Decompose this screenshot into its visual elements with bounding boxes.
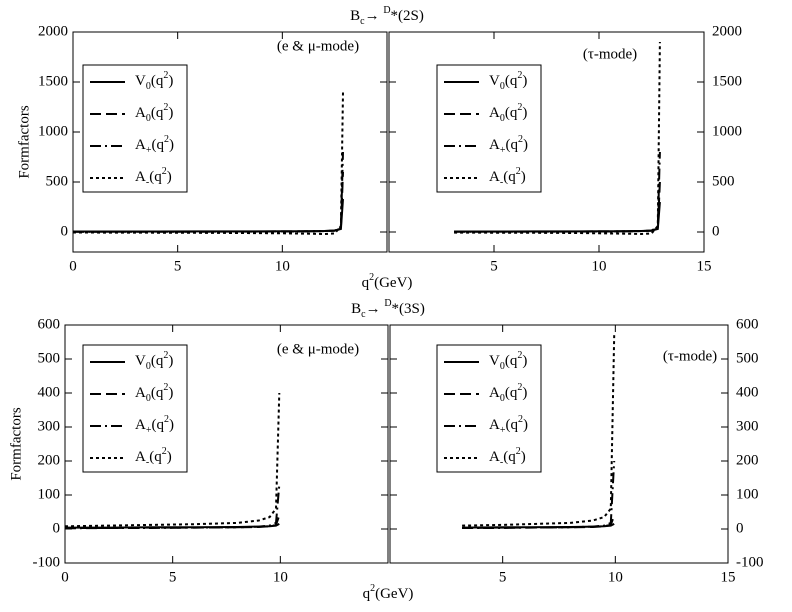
y-tick-label: 0 — [736, 520, 744, 536]
y-tick-label: 1500 — [38, 73, 68, 89]
series-line — [72, 91, 344, 236]
x-tick-label: 10 — [273, 569, 288, 585]
y-tick-label: 400 — [736, 384, 759, 400]
legend-label: V0(q2) — [489, 70, 527, 92]
y-tick-label: 500 — [38, 350, 61, 366]
y-tick-label: 500 — [712, 173, 735, 189]
legend-box — [82, 344, 188, 473]
series-line — [454, 181, 661, 233]
legend-box — [436, 344, 542, 473]
legend-box — [436, 64, 542, 193]
y-tick-label: 400 — [38, 384, 61, 400]
series-group — [64, 392, 281, 530]
series-line — [64, 484, 281, 530]
plot-frame — [389, 324, 729, 564]
legend-label: V0(q2) — [489, 350, 527, 372]
x-axis-label: q2(GeV) — [363, 583, 414, 602]
annotation: (τ-mode) — [583, 46, 637, 62]
legend-label: A-(q2) — [135, 446, 172, 468]
y-tick-label: 0 — [61, 223, 69, 239]
y-tick-label: 1000 — [712, 123, 742, 139]
legend-label: V0(q2) — [135, 350, 173, 372]
x-tick-label: 0 — [69, 258, 77, 274]
plot-frame — [388, 31, 705, 253]
series-line — [454, 151, 661, 233]
x-tick-label: 10 — [608, 569, 623, 585]
legend-label: A0(q2) — [489, 382, 527, 404]
y-tick-label: 1500 — [712, 73, 742, 89]
y-tick-label: -100 — [33, 554, 61, 570]
x-tick-label: 0 — [61, 569, 69, 585]
series-line — [462, 460, 616, 529]
legend-label: A+(q2) — [489, 414, 528, 436]
y-tick-label: 600 — [736, 316, 759, 332]
y-tick-label: 2000 — [38, 23, 68, 39]
x-tick-label: 5 — [499, 569, 507, 585]
x-tick-label: 15 — [697, 258, 712, 274]
legend-label: A+(q2) — [489, 134, 528, 156]
chart-title: Bc→ D*(3S) — [351, 298, 425, 320]
x-tick-label: 5 — [174, 258, 182, 274]
y-tick-label: 0 — [53, 520, 61, 536]
y-tick-label: 0 — [712, 223, 720, 239]
annotation: (e & μ-mode) — [277, 341, 359, 357]
legend-label: V0(q2) — [135, 70, 173, 92]
series-line — [454, 41, 661, 236]
y-tick-label: 200 — [38, 452, 61, 468]
y-tick-label: 100 — [38, 486, 61, 502]
y-axis-label: Formfactors — [8, 407, 24, 480]
x-tick-label: 5 — [169, 569, 177, 585]
y-tick-label: 2000 — [712, 23, 742, 39]
y-tick-label: 300 — [736, 418, 759, 434]
annotation: (τ-mode) — [663, 348, 717, 364]
series-line — [462, 515, 616, 529]
legend-label: A-(q2) — [489, 446, 526, 468]
y-tick-label: -100 — [736, 554, 764, 570]
y-axis-label: Formfactors — [16, 105, 32, 178]
series-group — [72, 91, 344, 236]
legend-label: A0(q2) — [489, 102, 527, 124]
series-line — [454, 201, 661, 233]
legend-label: A0(q2) — [135, 102, 173, 124]
y-tick-label: 500 — [736, 350, 759, 366]
series-line — [64, 392, 281, 528]
y-tick-label: 200 — [736, 452, 759, 468]
legend-box — [82, 64, 188, 193]
series-group — [454, 41, 661, 236]
x-tick-label: 10 — [592, 258, 607, 274]
y-tick-label: 1000 — [38, 123, 68, 139]
y-tick-label: 600 — [38, 316, 61, 332]
annotation: (e & μ-mode) — [277, 38, 359, 54]
legend-label: A+(q2) — [135, 134, 174, 156]
y-tick-label: 100 — [736, 486, 759, 502]
y-tick-label: 300 — [38, 418, 61, 434]
legend-label: A+(q2) — [135, 414, 174, 436]
series-line — [462, 335, 616, 527]
x-axis-label: q2(GeV) — [362, 272, 413, 291]
chart-title: Bc→ D*(2S) — [350, 5, 424, 27]
plot-frame — [64, 324, 389, 564]
legend-label: A0(q2) — [135, 382, 173, 404]
x-tick-label: 10 — [275, 258, 290, 274]
series-group — [462, 335, 616, 529]
series-line — [73, 198, 344, 233]
y-tick-label: 500 — [46, 173, 69, 189]
x-tick-label: 5 — [490, 258, 498, 274]
series-line — [73, 151, 344, 233]
legend-label: A-(q2) — [489, 166, 526, 188]
x-tick-label: 15 — [721, 569, 736, 585]
plot-frame — [72, 31, 388, 253]
legend-label: A-(q2) — [135, 166, 172, 188]
